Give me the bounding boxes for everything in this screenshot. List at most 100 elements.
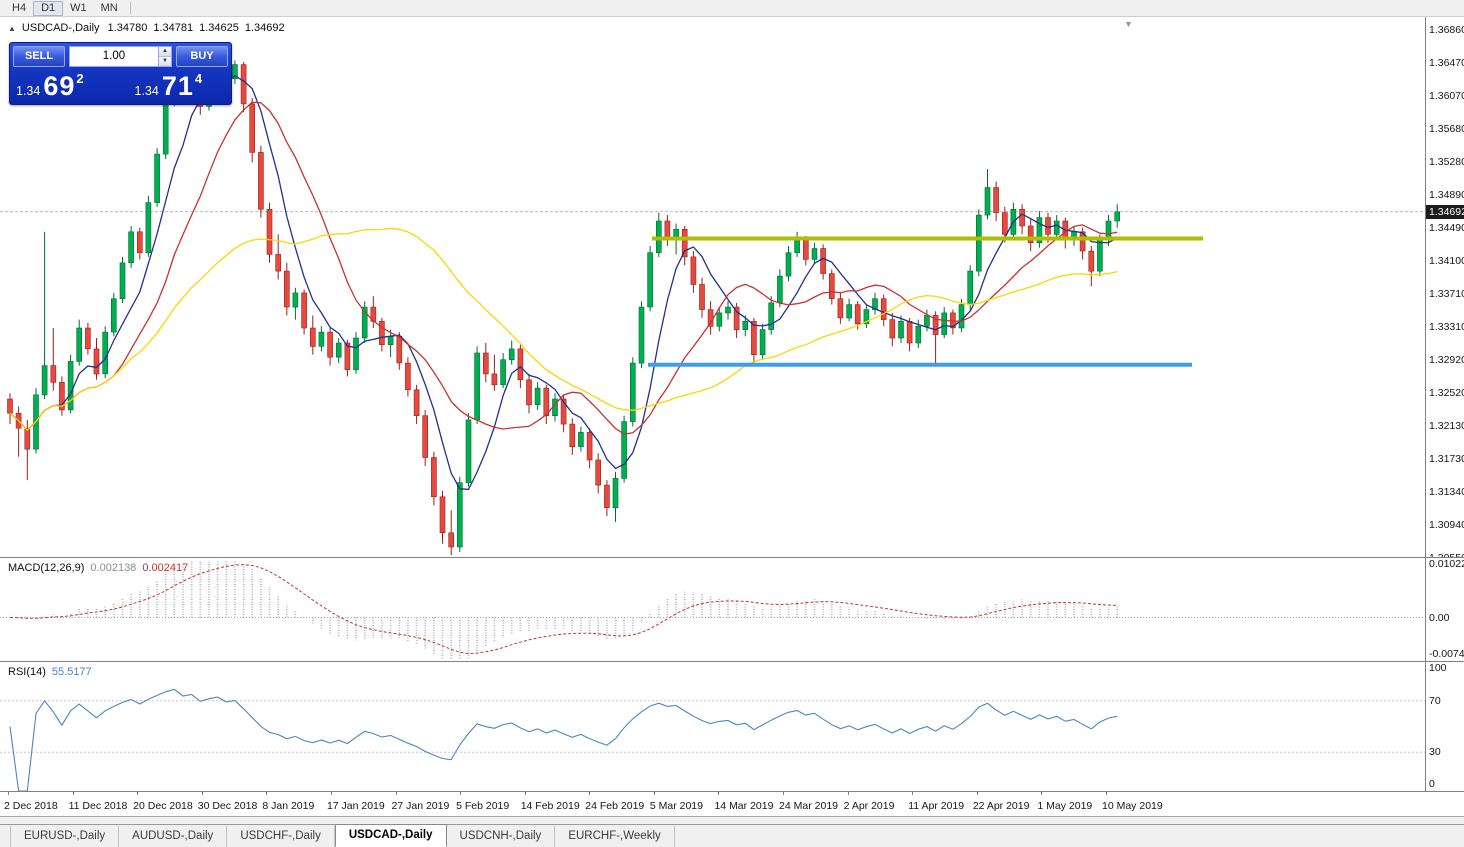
price-scale-label: 1.36070 [1429,90,1464,103]
tab-usdcnh-daily[interactable]: USDCNH-,Daily [447,826,556,847]
macd-scale-label: 0.010229 [1429,558,1464,570]
buy-price-sup: 4 [194,71,203,86]
chart-window: ▲ USDCAD-,Daily 1.34780 1.34781 1.34625 … [0,17,1464,824]
candlestick-chart[interactable] [0,17,1425,557]
date-axis-tick [1041,792,1043,795]
price-chart-pane[interactable]: ▲ USDCAD-,Daily 1.34780 1.34781 1.34625 … [0,17,1425,557]
rsi-scale-label: 100 [1429,662,1447,674]
price-scale-label: 1.30940 [1429,519,1464,532]
macd-pane[interactable]: MACD(12,26,9) 0.002138 0.002417 [0,558,1425,661]
sell-price-big: 69 [43,71,76,101]
price-scale-label: 1.34890 [1429,189,1464,202]
price-scale[interactable]: 1.36860 1.36470 1.36070 1.35680 1.35280 1.348… [1425,17,1464,557]
buy-price[interactable]: 1.34 71 4 [121,69,229,101]
macd-signal-value: 0.002417 [142,562,189,574]
date-axis-tick [524,792,526,795]
chart-title-bar: ▲ USDCAD-,Daily 1.34780 1.34781 1.34625 … [8,22,285,34]
date-axis-tick [1106,792,1107,795]
toolbar-separator [129,2,131,14]
tf-w1-button[interactable]: W1 [70,1,87,14]
chart-tabs-bar: EURUSD-,Daily AUDUSD-,Daily USDCHF-,Dail… [0,824,1464,847]
date-axis-label: 27 Jan 2019 [391,800,450,812]
date-axis[interactable]: 2 Dec 2018 11 Dec 2018 20 Dec 2018 30 Dec 2… [0,792,1464,816]
date-axis-label: 5 Mar 2019 [649,800,703,812]
date-axis-tick [8,792,9,795]
rsi-scale-label: 70 [1429,694,1441,707]
date-axis-label: 11 Apr 2019 [908,800,965,812]
date-axis-tick [137,792,139,795]
date-axis-label: 24 Feb 2019 [585,800,645,812]
chart-shift-marker[interactable]: ▼ [1124,19,1133,29]
ohlc-low: 1.34625 [199,22,239,34]
price-scale-label: 1.31340 [1429,485,1464,498]
date-axis-tick [847,792,849,795]
tab-usdcad-daily[interactable]: USDCAD-,Daily [334,824,447,847]
price-scale-label: 1.32920 [1429,353,1464,366]
rsi-header: RSI(14) 55.5177 [8,666,92,678]
date-axis-label: 8 Jan 2019 [262,800,315,812]
one-click-toggle-icon[interactable]: ▲ [8,23,16,33]
price-scale-label: 1.35280 [1429,156,1464,169]
one-click-trading-panel: SELL 1.00 ▲ ▼ BUY 1.34 69 2 1 [9,42,232,105]
buy-button[interactable]: BUY [176,46,228,67]
date-axis-label: 14 Feb 2019 [520,800,580,812]
date-axis-tick [653,792,655,795]
date-axis-label: 17 Jan 2019 [326,800,385,812]
rsi-scale-label: 30 [1429,746,1441,759]
date-axis-tick [330,792,332,795]
price-scale-label: 1.32130 [1429,419,1464,432]
tab-audusd-daily[interactable]: AUDUSD-,Daily [119,826,228,847]
date-axis-label: 22 Apr 2019 [972,800,1030,812]
price-scale-label: 1.34100 [1429,255,1464,268]
tab-usdchf-daily[interactable]: USDCHF-,Daily [227,826,335,847]
macd-scale-label: 0.00 [1429,611,1450,624]
chart-symbol-period: USDCAD-,Daily [21,22,100,34]
date-axis-tick [266,792,268,795]
date-axis-label: 11 Dec 2018 [68,800,128,812]
pane-separator[interactable] [0,557,1464,558]
price-scale-label: 1.36860 [1429,24,1464,37]
date-axis-label: 5 Feb 2019 [456,800,510,812]
date-axis-label: 30 Dec 2018 [197,800,258,812]
buy-price-big: 71 [161,71,194,101]
window-bottom-strip [0,816,1464,824]
buy-price-prefix: 1.34 [134,84,159,98]
volume-down-button[interactable]: ▼ [159,56,171,66]
date-axis-label: 1 May 2019 [1037,800,1093,812]
macd-scale-label: -0.007472 [1429,648,1464,660]
tab-eurusd-daily[interactable]: EURUSD-,Daily [10,826,120,847]
macd-chart[interactable] [0,558,1425,661]
price-scale-label: 1.34490 [1429,222,1464,235]
price-scale-label: 1.36470 [1429,56,1464,69]
tf-d1-button[interactable]: D1 [33,0,64,16]
volume-input[interactable]: 1.00 [69,46,158,67]
rsi-pane[interactable]: RSI(14) 55.5177 [0,662,1425,791]
ohlc-close: 1.34692 [244,22,285,34]
tf-h4-button[interactable]: H4 [12,1,27,14]
date-axis-label: 24 Mar 2019 [779,800,839,812]
date-axis-tick [976,792,978,795]
date-axis-label: 20 Dec 2018 [133,800,193,812]
sell-price[interactable]: 1.34 69 2 [13,69,121,101]
rsi-chart[interactable] [0,662,1425,791]
price-scale-label: 1.33710 [1429,287,1464,300]
date-axis-tick [201,792,203,795]
date-axis-tick [395,792,397,795]
tf-mn-button[interactable]: MN [100,1,118,14]
macd-scale[interactable]: 0.010229 0.00 -0.007472 [1425,558,1464,661]
sell-price-sup: 2 [76,71,84,86]
price-scale-label: 1.33310 [1429,321,1464,334]
date-axis-label: 2 Apr 2019 [843,800,895,812]
date-axis-label: 10 May 2019 [1102,800,1163,812]
date-axis-label: 14 Mar 2019 [714,800,774,812]
volume-up-button[interactable]: ▲ [159,47,171,56]
macd-label: MACD(12,26,9) [8,562,85,574]
rsi-scale[interactable]: 100 70 30 0 [1425,662,1464,791]
tab-eurchf-weekly[interactable]: EURCHF-,Weekly [555,826,675,847]
rsi-label: RSI(14) [8,666,46,678]
timeframe-toolbar: H4 D1 W1 MN [0,0,1464,17]
sell-button[interactable]: SELL [13,46,65,67]
sell-price-prefix: 1.34 [16,84,41,98]
ohlc-high: 1.34781 [153,22,194,34]
pane-separator[interactable] [0,661,1464,662]
